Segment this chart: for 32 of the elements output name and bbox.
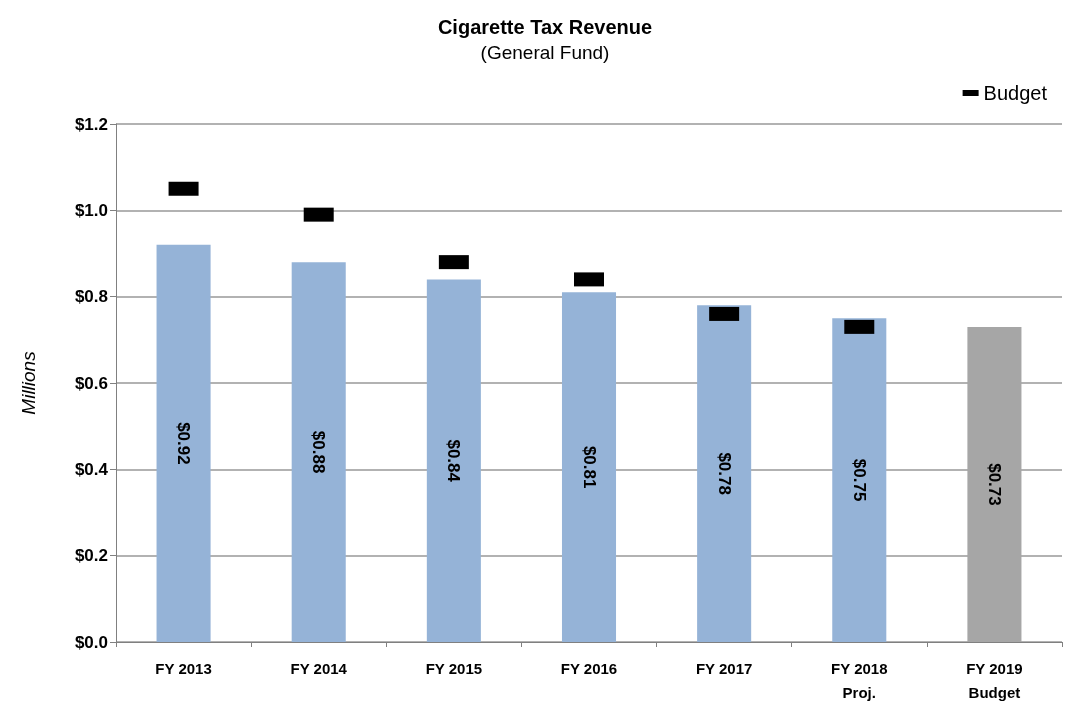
data-label: $0.84 bbox=[444, 439, 464, 483]
data-label: $0.92 bbox=[174, 422, 194, 465]
y-tick-label: $0.2 bbox=[74, 546, 108, 566]
x-tick-label: FY 2017 bbox=[695, 659, 753, 677]
data-label: $0.78 bbox=[714, 452, 734, 495]
y-tick-label: $1.0 bbox=[74, 200, 108, 220]
x-tick-label: FY 2019 Budget bbox=[966, 659, 1023, 701]
bar bbox=[426, 279, 481, 642]
x-tick-label: FY 2014 bbox=[290, 659, 348, 677]
x-tick-label: FY 2016 bbox=[560, 659, 618, 677]
chart-title: Cigarette Tax Revenue bbox=[437, 16, 653, 38]
y-tick-label: $0.0 bbox=[74, 632, 108, 652]
bar bbox=[156, 244, 211, 642]
data-label: $0.73 bbox=[984, 463, 1004, 506]
x-tick-label: FY 2018 Proj. bbox=[831, 659, 888, 701]
x-tick-label: FY 2013 bbox=[155, 659, 212, 677]
bar bbox=[832, 318, 887, 642]
bar bbox=[561, 292, 617, 642]
y-axis-title: Millions bbox=[18, 350, 39, 415]
legend-label: Budget bbox=[983, 82, 1048, 104]
data-label: $0.75 bbox=[849, 458, 869, 502]
y-tick-label: $0.4 bbox=[74, 459, 109, 479]
y-tick-label: $1.2 bbox=[74, 114, 108, 134]
data-label: $0.81 bbox=[579, 445, 599, 489]
chart-subtitle: (General Fund) bbox=[480, 42, 610, 63]
bar bbox=[967, 326, 1022, 642]
bar bbox=[291, 262, 346, 642]
y-tick-label: $0.8 bbox=[74, 287, 108, 307]
bar bbox=[697, 305, 752, 642]
data-label: $0.88 bbox=[309, 430, 329, 474]
x-tick-label: FY 2015 bbox=[425, 659, 483, 677]
y-tick-label: $0.6 bbox=[74, 373, 108, 393]
